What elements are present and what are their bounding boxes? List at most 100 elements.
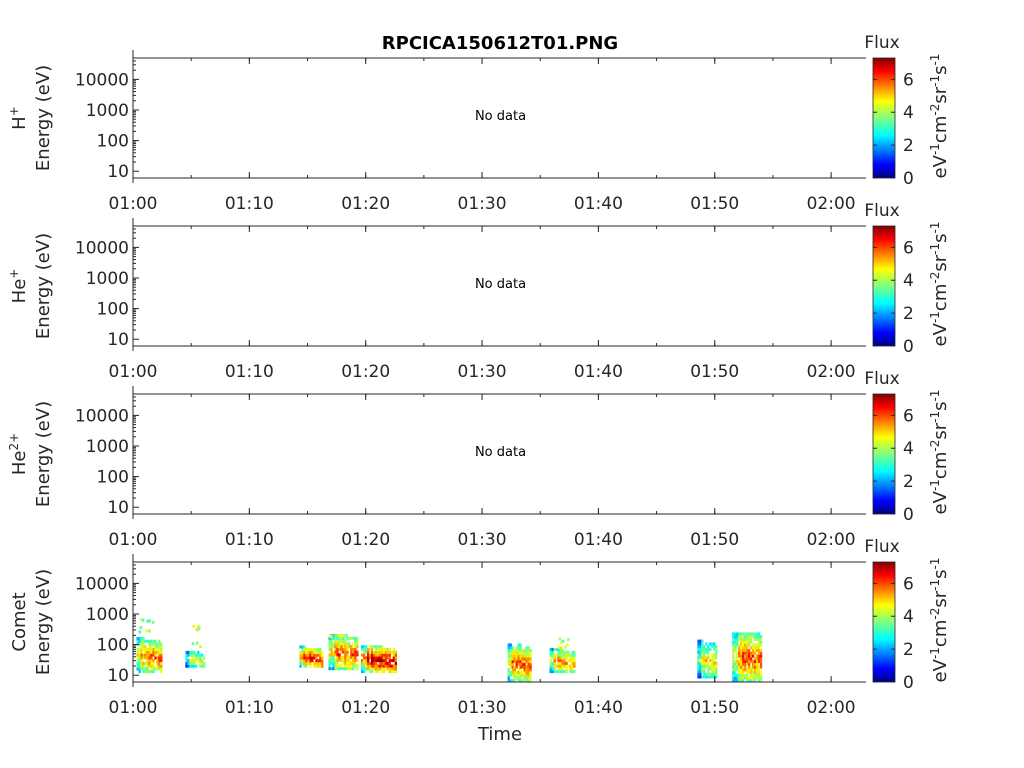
heatmap-cell [713, 645, 716, 649]
heatmap-cell [140, 661, 143, 665]
heatmap-cell [736, 637, 739, 641]
heatmap-cell [740, 660, 743, 664]
heatmap-cell [515, 660, 518, 664]
heatmap-cell [392, 670, 395, 674]
heatmap-cell [525, 657, 528, 661]
heatmap-cell [750, 660, 753, 664]
heatmap-cell [515, 676, 518, 680]
heatmap-cell [156, 667, 159, 671]
heatmap-cell [701, 658, 704, 662]
heatmap-cell [509, 671, 512, 675]
heatmap-cell [148, 642, 151, 646]
heatmap-cell [551, 653, 554, 657]
heatmap-cell [372, 659, 376, 663]
heatmap-cell [394, 667, 397, 671]
heatmap-cell [315, 656, 318, 660]
heatmap-cell [754, 673, 757, 677]
heatmap-cell [301, 653, 304, 657]
heatmap-cell [330, 645, 333, 649]
heatmap-cell [511, 668, 514, 672]
heatmap-cell [374, 648, 378, 652]
heatmap-cell [525, 665, 528, 669]
heatmap-cell [378, 664, 382, 668]
heatmap-cell [563, 659, 566, 663]
heatmap-cell [511, 654, 514, 658]
panel-he-plus: 01:00 01:10 01:20 01:30 01:40 01:50 02:00 10 100… [7, 201, 951, 382]
heatmap-cell [350, 636, 353, 640]
heatmap-cell [336, 653, 339, 657]
heatmap-cell [559, 653, 562, 657]
heatmap-cell [752, 660, 755, 664]
colorbar-tick-label: 2 [903, 136, 914, 156]
heatmap-cell [515, 648, 518, 652]
heatmap-cell [527, 646, 530, 650]
colorbar-tick-label: 4 [903, 607, 914, 627]
heatmap-cell [334, 645, 337, 649]
heatmap-cell [507, 679, 510, 683]
heatmap-cell [701, 642, 704, 646]
heatmap-cell [740, 657, 743, 661]
heatmap-cell [759, 648, 763, 652]
heatmap-cell [140, 618, 143, 622]
heatmap-cell [317, 661, 320, 665]
heatmap-cell [341, 634, 345, 637]
heatmap-cell [340, 636, 343, 640]
colorbar-title: Flux [864, 33, 899, 53]
heatmap-cell [369, 656, 372, 660]
heatmap-cell [144, 667, 147, 671]
heatmap-cell [561, 639, 565, 643]
no-data-annotation: No data [475, 445, 526, 460]
species-charge: + [7, 106, 21, 116]
x-tick-label: 02:00 [807, 194, 856, 214]
heatmap-cell [156, 642, 159, 646]
heatmap-cell [354, 647, 357, 651]
heatmap-cell [738, 676, 741, 680]
heatmap-cell [509, 643, 512, 647]
heatmap-cell [136, 637, 139, 641]
heatmap-cell [521, 660, 524, 664]
heatmap-cell [736, 673, 739, 677]
y-tick-label: 1000 [86, 605, 129, 625]
heatmap-cell [146, 664, 149, 668]
heatmap-cell [709, 672, 712, 676]
heatmap-cell [755, 654, 759, 658]
heatmap-cell [152, 639, 155, 643]
heatmap-cell [185, 664, 188, 668]
heatmap-cell [334, 647, 337, 651]
heatmap-cell [525, 668, 528, 672]
heatmap-cell [374, 659, 378, 663]
heatmap-cell [154, 645, 157, 649]
heatmap-cell [742, 665, 745, 669]
heatmap-cell [309, 659, 312, 663]
heatmap-cell [309, 653, 312, 657]
y-tick-label: 10000 [75, 406, 129, 426]
heatmap-cell [740, 668, 743, 672]
heatmap-cell [142, 642, 145, 646]
heatmap-cell [305, 659, 308, 663]
heatmap-cell [386, 667, 390, 671]
heatmap-cell [750, 632, 753, 636]
heatmap-cell [529, 651, 532, 655]
heatmap-cell [757, 679, 761, 683]
heatmap-cell [750, 635, 753, 639]
heatmap-cell [363, 670, 366, 674]
heatmap-cell [346, 667, 349, 671]
heatmap-cell [553, 653, 556, 657]
heatmap-cell [150, 656, 153, 660]
heatmap-cell [707, 664, 710, 668]
heatmap-cell [555, 656, 558, 660]
heatmap-cell [707, 661, 710, 665]
heatmap-cell [388, 653, 391, 657]
heatmap-cell [140, 664, 143, 668]
heatmap-cell [372, 653, 376, 657]
heatmap-cell [754, 643, 757, 647]
heatmap-cell [715, 650, 718, 654]
heatmap-cell [191, 659, 194, 663]
colorbar-tick-label: 0 [903, 673, 914, 693]
heatmap-cell [557, 664, 560, 668]
heatmap-cell [142, 648, 145, 652]
heatmap-cell [309, 656, 312, 660]
heatmap-cell [752, 679, 755, 683]
heatmap-cell [185, 661, 188, 665]
heatmap-cell [342, 650, 345, 654]
